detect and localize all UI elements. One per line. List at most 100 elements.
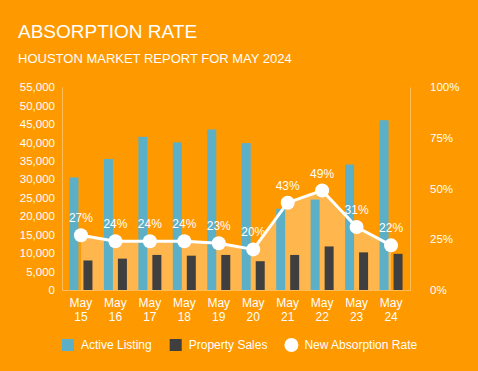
tick-label: 30,000 [20, 173, 55, 185]
tick-label: 20,000 [20, 210, 55, 222]
axis-line [63, 290, 411, 291]
tick-label-line: 18 [178, 310, 192, 324]
tick-label-line: May [311, 296, 334, 310]
tick-label-line: 17 [143, 310, 157, 324]
tick: 5,000 [26, 266, 62, 278]
axis-line [410, 88, 411, 291]
marker [177, 234, 191, 248]
tick-label: May24 [380, 296, 403, 324]
tick-label-line: May [139, 296, 162, 310]
tick: 20,000 [20, 210, 62, 222]
tick: 25% [410, 233, 453, 245]
tick: May15 [70, 290, 93, 324]
bar [173, 142, 182, 290]
data-label: 43% [276, 179, 300, 193]
plot-area [69, 120, 402, 290]
tick-label-line: May [173, 296, 196, 310]
marker [143, 234, 157, 248]
area [81, 191, 391, 290]
legend-label: New Absorption Rate [304, 338, 417, 352]
tick-label-line: May [380, 296, 403, 310]
data-label: 24% [138, 217, 162, 231]
tick-label-line: 16 [109, 310, 123, 324]
tick-label: 45,000 [20, 118, 55, 130]
y2-axis: 0%25%50%75%100% [410, 81, 459, 296]
data-labels: 27%24%24%24%23%20%43%49%31%22% [69, 167, 403, 240]
tick: 15,000 [20, 229, 62, 241]
legend-swatch [62, 339, 74, 351]
subtitle: HOUSTON MARKET REPORT FOR MAY 2024 [18, 51, 292, 66]
tick-label: May20 [242, 296, 265, 324]
tick-label: 15,000 [20, 229, 55, 241]
tick-label: 10,000 [20, 247, 55, 259]
data-label: 27% [69, 211, 93, 225]
tick-label: 0 [49, 284, 55, 296]
marker [108, 234, 122, 248]
legend-swatch [170, 339, 182, 351]
bar [118, 259, 127, 290]
tick: May24 [380, 290, 403, 324]
tick-label: May22 [311, 296, 334, 324]
tick-label: 50,000 [20, 100, 55, 112]
bar [242, 143, 251, 290]
tick: May21 [276, 290, 299, 324]
tick: 75% [410, 132, 453, 144]
tick: 50% [410, 183, 453, 195]
tick-label-line: May [104, 296, 127, 310]
tick-label: May18 [173, 296, 196, 324]
data-label: 24% [172, 217, 196, 231]
legend-label: Active Listing [81, 338, 152, 352]
data-label: 22% [379, 221, 403, 235]
tick: 25,000 [20, 192, 62, 204]
tick-label: 25,000 [20, 192, 55, 204]
tick: May22 [311, 290, 334, 324]
legend-label: Property Sales [189, 338, 268, 352]
tick: 0 [49, 284, 62, 296]
bar-series [83, 246, 402, 290]
tick: 100% [410, 81, 459, 93]
y-axis: 0 5,000 10,000 15,000 20,000 25,000 30,000 35,0… [20, 81, 63, 296]
tick: 45,000 [20, 118, 62, 130]
axis-line [62, 88, 63, 291]
data-label: 24% [103, 217, 127, 231]
marker [384, 238, 398, 252]
tick: 50,000 [20, 100, 62, 112]
tick: 30,000 [20, 173, 62, 185]
bar-series [69, 120, 388, 290]
bar [276, 209, 285, 290]
marker [212, 236, 226, 250]
tick-label-line: 15 [74, 310, 88, 324]
legend-swatch [284, 338, 298, 352]
bar [359, 252, 368, 290]
bar [380, 120, 389, 290]
tick-label: 5,000 [26, 266, 55, 278]
tick-label-line: 20 [247, 310, 261, 324]
tick: 40,000 [20, 137, 62, 149]
marker [281, 196, 295, 210]
tick-label: 100% [430, 81, 459, 93]
title: ABSORPTION RATE [18, 21, 197, 42]
marker [246, 242, 260, 256]
tick: 10,000 [20, 247, 62, 259]
chart: ABSORPTION RATE HOUSTON MARKET REPORT FOR… [0, 0, 478, 371]
tick: 35,000 [20, 155, 62, 167]
bar [221, 255, 230, 290]
data-label: 20% [241, 225, 265, 239]
tick-label: 25% [430, 233, 453, 245]
tick-label: May15 [70, 296, 93, 324]
data-label: 49% [310, 167, 334, 181]
x-axis: May15May16May17May18May19May20May21May22… [63, 290, 411, 324]
tick-label-line: May [276, 296, 299, 310]
tick-label: May19 [207, 296, 230, 324]
tick-label: May23 [345, 296, 368, 324]
tick-label-line: May [345, 296, 368, 310]
bar [325, 246, 334, 290]
bar [187, 256, 196, 290]
tick-label: 55,000 [20, 81, 55, 93]
bar [394, 254, 403, 290]
tick: May16 [104, 290, 127, 324]
tick-label: May21 [276, 296, 299, 324]
tick-label-line: May [207, 296, 230, 310]
data-label: 31% [345, 203, 369, 217]
bar [138, 137, 147, 290]
